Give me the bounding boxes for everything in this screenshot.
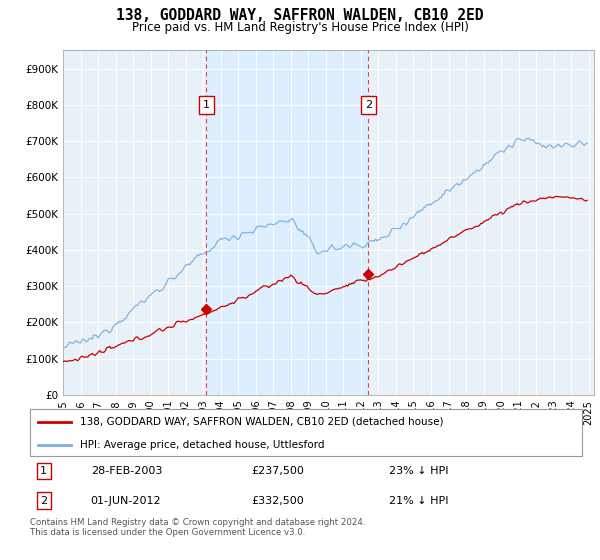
FancyBboxPatch shape <box>30 409 582 456</box>
Text: Price paid vs. HM Land Registry's House Price Index (HPI): Price paid vs. HM Land Registry's House … <box>131 21 469 34</box>
Text: 01-JUN-2012: 01-JUN-2012 <box>91 496 161 506</box>
Text: 138, GODDARD WAY, SAFFRON WALDEN, CB10 2ED: 138, GODDARD WAY, SAFFRON WALDEN, CB10 2… <box>116 8 484 24</box>
Text: 2: 2 <box>40 496 47 506</box>
Text: £332,500: £332,500 <box>251 496 304 506</box>
Text: 138, GODDARD WAY, SAFFRON WALDEN, CB10 2ED (detached house): 138, GODDARD WAY, SAFFRON WALDEN, CB10 2… <box>80 417 443 427</box>
Text: 28-FEB-2003: 28-FEB-2003 <box>91 466 162 476</box>
Text: £237,500: £237,500 <box>251 466 304 476</box>
Text: 21% ↓ HPI: 21% ↓ HPI <box>389 496 448 506</box>
Text: Contains HM Land Registry data © Crown copyright and database right 2024.
This d: Contains HM Land Registry data © Crown c… <box>30 518 365 538</box>
Text: 1: 1 <box>203 100 209 110</box>
Bar <box>206 50 368 395</box>
Text: 1: 1 <box>40 466 47 476</box>
Text: 23% ↓ HPI: 23% ↓ HPI <box>389 466 448 476</box>
Text: 2: 2 <box>365 100 372 110</box>
Text: HPI: Average price, detached house, Uttlesford: HPI: Average price, detached house, Uttl… <box>80 440 324 450</box>
